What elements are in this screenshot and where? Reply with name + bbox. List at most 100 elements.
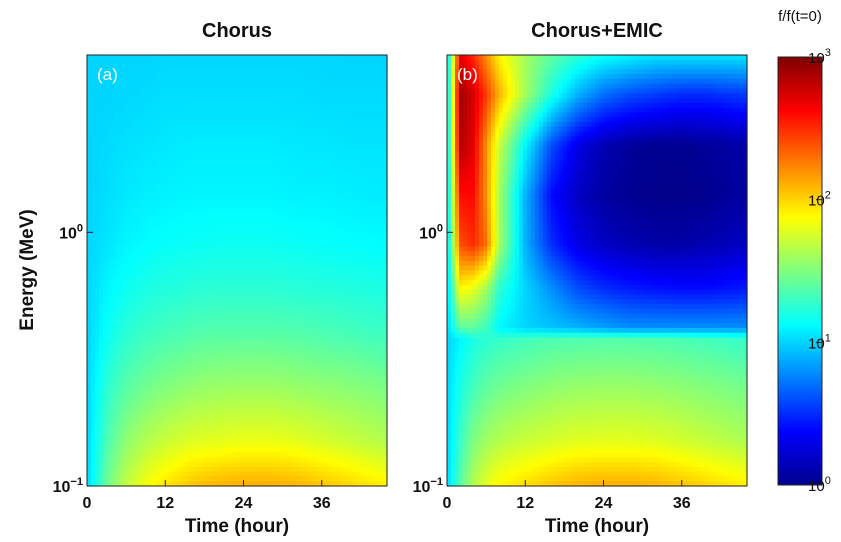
heatmap-cell	[159, 160, 164, 166]
heatmap-cell	[219, 356, 224, 363]
heatmap-cell	[247, 112, 252, 118]
heatmap-cell	[103, 280, 108, 286]
heatmap-cell	[211, 251, 216, 257]
heatmap-cell	[215, 122, 220, 128]
heatmap-cell	[235, 280, 240, 286]
heatmap-cell	[375, 179, 380, 185]
heatmap-cell	[383, 160, 388, 166]
heatmap-cell	[187, 198, 192, 205]
heatmap-cell	[383, 83, 388, 90]
heatmap-cell	[143, 59, 148, 66]
heatmap-cell	[383, 361, 388, 367]
heatmap-cell	[315, 189, 320, 195]
heatmap-cell	[95, 308, 100, 315]
heatmap-cell	[247, 265, 252, 272]
heatmap-cell	[255, 313, 260, 319]
heatmap-cell	[303, 78, 308, 85]
heatmap-cell	[235, 260, 240, 267]
heatmap-cell	[271, 88, 276, 94]
heatmap-cell	[383, 141, 388, 147]
heatmap-cell	[187, 213, 192, 219]
heatmap-cell	[231, 351, 236, 358]
heatmap-cell	[347, 304, 352, 310]
heatmap-cell	[227, 55, 232, 61]
heatmap-cell	[195, 78, 200, 85]
heatmap-cell	[91, 246, 96, 252]
heatmap-cell	[311, 361, 316, 367]
heatmap-cell	[143, 102, 148, 109]
heatmap-cell	[223, 246, 228, 252]
heatmap-cell	[219, 55, 224, 61]
heatmap-cell	[159, 165, 164, 171]
heatmap-cell	[319, 227, 324, 233]
heatmap-cell	[171, 198, 176, 205]
heatmap-cell	[303, 270, 308, 276]
heatmap-cell	[107, 174, 112, 181]
heatmap-cell	[319, 169, 324, 176]
heatmap-cell	[223, 256, 228, 262]
heatmap-cell	[239, 88, 244, 94]
heatmap-cell	[335, 59, 340, 66]
heatmap-cell	[183, 59, 188, 66]
heatmap-cell	[159, 356, 164, 363]
heatmap-cell	[267, 299, 272, 305]
heatmap-cell	[147, 227, 152, 233]
heatmap-cell	[231, 55, 236, 61]
heatmap-cell	[291, 356, 296, 363]
heatmap-cell	[343, 155, 348, 161]
panel-a-heatmap	[87, 55, 388, 487]
heatmap-cell	[263, 179, 268, 185]
heatmap-cell	[87, 169, 92, 176]
heatmap-cell	[291, 78, 296, 85]
heatmap-cell	[211, 112, 216, 118]
heatmap-cell	[187, 232, 192, 238]
heatmap-cell	[283, 236, 288, 243]
heatmap-cell	[191, 117, 196, 123]
heatmap-cell	[211, 256, 216, 262]
heatmap-cell	[107, 184, 112, 190]
heatmap-cell	[359, 265, 364, 272]
heatmap-cell	[207, 294, 212, 300]
heatmap-cell	[159, 284, 164, 291]
heatmap-cell	[335, 260, 340, 267]
heatmap-cell	[267, 69, 272, 75]
heatmap-cell	[371, 78, 376, 85]
heatmap-cell	[283, 260, 288, 267]
heatmap-cell	[379, 93, 384, 99]
heatmap-cell	[295, 289, 300, 296]
heatmap-cell	[171, 304, 176, 310]
heatmap-cell	[259, 308, 264, 315]
heatmap-cell	[131, 102, 136, 109]
heatmap-cell	[227, 289, 232, 296]
heatmap-cell	[107, 280, 112, 286]
heatmap-cell	[339, 236, 344, 243]
heatmap-cell	[283, 150, 288, 157]
heatmap-cell	[303, 117, 308, 123]
heatmap-cell	[223, 342, 228, 348]
heatmap-cell	[195, 351, 200, 358]
heatmap-cell	[99, 289, 104, 296]
heatmap-cell	[319, 179, 324, 185]
heatmap-cell	[299, 189, 304, 195]
heatmap-cell	[203, 342, 208, 348]
heatmap-cell	[127, 366, 132, 372]
heatmap-cell	[371, 356, 376, 363]
heatmap-cell	[135, 198, 140, 205]
heatmap-cell	[99, 236, 104, 243]
heatmap-cell	[279, 126, 284, 133]
heatmap-cell	[87, 327, 92, 334]
heatmap-cell	[163, 342, 168, 348]
heatmap-cell	[87, 64, 92, 70]
heatmap-cell	[259, 246, 264, 252]
heatmap-cell	[159, 112, 164, 118]
heatmap-cell	[211, 88, 216, 94]
heatmap-cell	[259, 117, 264, 123]
heatmap-cell	[227, 361, 232, 367]
heatmap-cell	[351, 256, 356, 262]
heatmap-cell	[323, 351, 328, 358]
heatmap-cell	[339, 304, 344, 310]
heatmap-cell	[275, 150, 280, 157]
heatmap-cell	[307, 98, 312, 104]
heatmap-cell	[99, 356, 104, 363]
heatmap-cell	[383, 284, 388, 291]
